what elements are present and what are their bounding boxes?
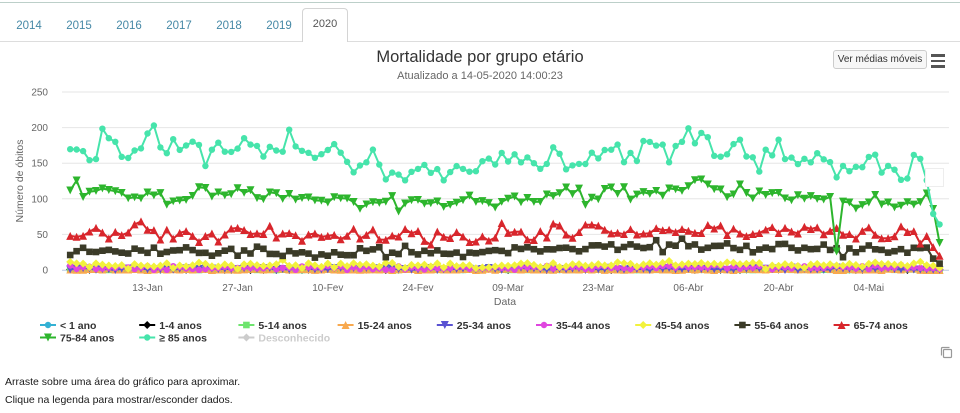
svg-text:250: 250 xyxy=(31,88,48,99)
svg-text:0: 0 xyxy=(42,266,48,277)
svg-text:Data: Data xyxy=(494,296,516,308)
svg-text:15-24 anos: 15-24 anos xyxy=(358,320,412,332)
svg-text:200: 200 xyxy=(31,123,48,134)
svg-text:1-4 anos: 1-4 anos xyxy=(159,320,202,332)
svg-text:75-84 anos: 75-84 anos xyxy=(60,333,114,345)
svg-text:04-Mai: 04-Mai xyxy=(854,283,885,294)
svg-text:10-Fev: 10-Fev xyxy=(312,283,343,294)
svg-text:20-Abr: 20-Abr xyxy=(764,283,795,294)
svg-text:Mortalidade por grupo etário: Mortalidade por grupo etário xyxy=(376,48,583,66)
svg-text:< 1 ano: < 1 ano xyxy=(60,320,96,332)
svg-text:09-Mar: 09-Mar xyxy=(492,283,524,294)
svg-text:100: 100 xyxy=(31,194,48,205)
svg-text:27-Jan: 27-Jan xyxy=(222,283,253,294)
svg-text:150: 150 xyxy=(31,159,48,170)
svg-text:65-74 anos: 65-74 anos xyxy=(854,320,908,332)
svg-text:13-Jan: 13-Jan xyxy=(132,283,163,294)
svg-text:25-34 anos: 25-34 anos xyxy=(457,320,511,332)
svg-text:50: 50 xyxy=(37,230,49,241)
svg-text:Atualizado a 14-05-2020 14:00:: Atualizado a 14-05-2020 14:00:23 xyxy=(397,70,563,82)
svg-text:Desconhecido: Desconhecido xyxy=(258,333,330,345)
svg-text:55-64 anos: 55-64 anos xyxy=(754,320,808,332)
svg-text:24-Fev: 24-Fev xyxy=(402,283,433,294)
svg-text:Número de óbitos: Número de óbitos xyxy=(14,140,26,223)
svg-text:35-44 anos: 35-44 anos xyxy=(556,320,610,332)
svg-text:06-Abr: 06-Abr xyxy=(673,283,704,294)
svg-text:5-14 anos: 5-14 anos xyxy=(258,320,307,332)
svg-text:≥ 85 anos: ≥ 85 anos xyxy=(159,333,207,345)
svg-text:45-54 anos: 45-54 anos xyxy=(655,320,709,332)
svg-text:23-Mar: 23-Mar xyxy=(582,283,614,294)
